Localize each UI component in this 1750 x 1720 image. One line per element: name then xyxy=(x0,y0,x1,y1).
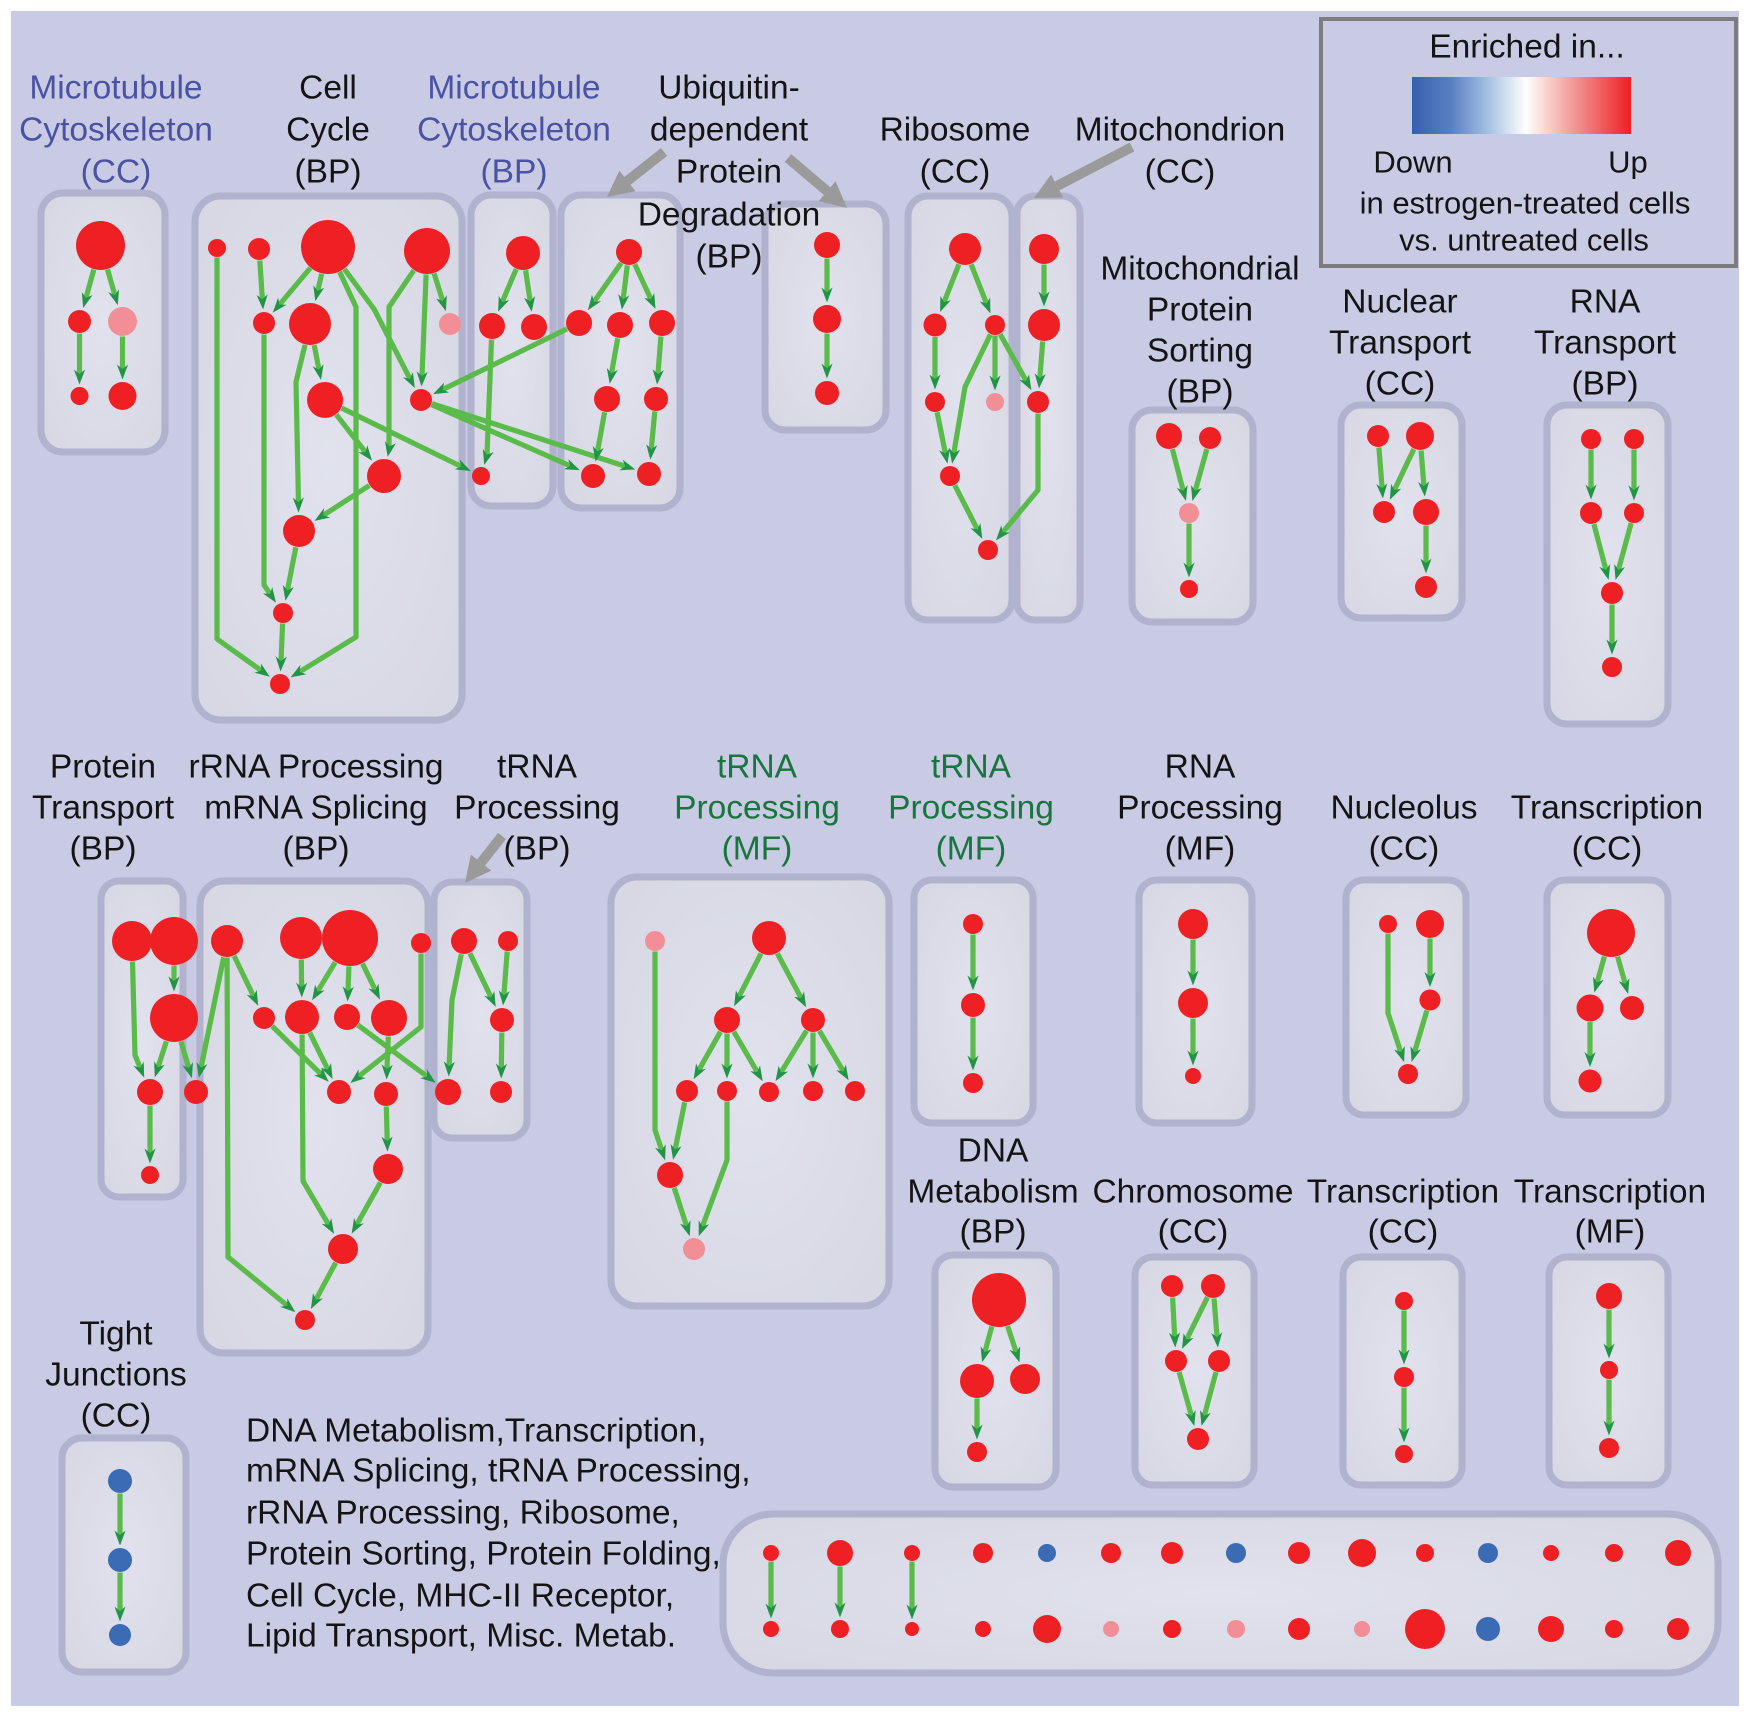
svg-text:Microtubule: Microtubule xyxy=(29,70,202,107)
svg-text:(BP): (BP) xyxy=(960,1214,1027,1251)
svg-text:(BP): (BP) xyxy=(696,239,763,276)
svg-text:(MF): (MF) xyxy=(1575,1214,1646,1251)
svg-text:RNA: RNA xyxy=(1165,749,1236,786)
svg-text:Lipid Transport, Misc. Metab.: Lipid Transport, Misc. Metab. xyxy=(246,1618,676,1655)
svg-text:Transport: Transport xyxy=(1534,325,1677,362)
svg-text:dependent: dependent xyxy=(650,112,809,149)
svg-text:Degradation: Degradation xyxy=(638,197,821,234)
svg-text:Cell: Cell xyxy=(299,70,357,107)
svg-text:Tight: Tight xyxy=(79,1316,153,1353)
svg-text:Transport: Transport xyxy=(1329,325,1472,362)
svg-text:(CC): (CC) xyxy=(81,1398,152,1435)
svg-text:(BP): (BP) xyxy=(70,831,137,868)
svg-text:Protein Sorting, Protein Foldi: Protein Sorting, Protein Folding, xyxy=(246,1536,721,1573)
svg-text:(MF): (MF) xyxy=(1165,831,1236,868)
svg-text:Processing: Processing xyxy=(454,790,620,827)
svg-text:Enriched in...: Enriched in... xyxy=(1429,29,1625,66)
svg-text:Cytoskeleton: Cytoskeleton xyxy=(417,112,611,149)
svg-text:Processing: Processing xyxy=(1117,790,1283,827)
svg-text:(BP): (BP) xyxy=(1167,374,1234,411)
svg-text:DNA Metabolism,Transcription,: DNA Metabolism,Transcription, xyxy=(246,1413,706,1450)
svg-text:(CC): (CC) xyxy=(920,154,991,191)
svg-text:Transcription: Transcription xyxy=(1511,790,1703,827)
svg-text:Mitochondrion: Mitochondrion xyxy=(1075,112,1285,149)
svg-text:(MF): (MF) xyxy=(936,831,1007,868)
svg-text:RNA: RNA xyxy=(1570,284,1641,321)
svg-text:Metabolism: Metabolism xyxy=(907,1174,1078,1211)
svg-text:DNA: DNA xyxy=(958,1133,1029,1170)
svg-text:(MF): (MF) xyxy=(722,831,793,868)
svg-text:(BP): (BP) xyxy=(504,831,571,868)
svg-text:Protein: Protein xyxy=(1147,292,1253,329)
svg-text:(CC): (CC) xyxy=(1365,366,1436,403)
svg-text:Processing: Processing xyxy=(674,790,840,827)
svg-text:(BP): (BP) xyxy=(283,831,350,868)
svg-text:Protein: Protein xyxy=(50,749,156,786)
svg-text:Nucleolus: Nucleolus xyxy=(1330,790,1477,827)
svg-text:(CC): (CC) xyxy=(81,154,152,191)
svg-text:Nuclear: Nuclear xyxy=(1342,284,1457,321)
svg-text:(CC): (CC) xyxy=(1572,831,1643,868)
svg-text:Ubiquitin-: Ubiquitin- xyxy=(658,70,800,107)
svg-text:tRNA: tRNA xyxy=(497,749,578,786)
svg-text:rRNA Processing, Ribosome,: rRNA Processing, Ribosome, xyxy=(246,1495,680,1532)
svg-text:Mitochondrial: Mitochondrial xyxy=(1100,251,1299,288)
svg-text:Transcription: Transcription xyxy=(1307,1174,1499,1211)
svg-text:Down: Down xyxy=(1373,145,1452,180)
svg-text:(BP): (BP) xyxy=(1572,366,1639,403)
svg-text:(BP): (BP) xyxy=(295,154,362,191)
svg-text:Protein: Protein xyxy=(676,154,782,191)
svg-text:Transport: Transport xyxy=(32,790,175,827)
svg-text:(CC): (CC) xyxy=(1369,831,1440,868)
svg-text:Microtubule: Microtubule xyxy=(427,70,600,107)
svg-text:Processing: Processing xyxy=(888,790,1054,827)
svg-text:mRNA Splicing, tRNA Processing: mRNA Splicing, tRNA Processing, xyxy=(246,1453,751,1490)
svg-text:Cytoskeleton: Cytoskeleton xyxy=(19,112,213,149)
svg-text:Sorting: Sorting xyxy=(1147,333,1253,370)
svg-text:in estrogen-treated cells: in estrogen-treated cells xyxy=(1360,186,1691,221)
svg-text:Junctions: Junctions xyxy=(45,1357,187,1394)
svg-text:vs. untreated cells: vs. untreated cells xyxy=(1399,223,1649,258)
svg-text:Transcription: Transcription xyxy=(1514,1174,1706,1211)
svg-text:tRNA: tRNA xyxy=(931,749,1012,786)
svg-text:(CC): (CC) xyxy=(1158,1214,1229,1251)
svg-text:Cycle: Cycle xyxy=(286,112,370,149)
svg-text:Up: Up xyxy=(1608,145,1648,180)
svg-text:Chromosome: Chromosome xyxy=(1092,1174,1293,1211)
svg-text:Ribosome: Ribosome xyxy=(880,112,1031,149)
svg-text:(CC): (CC) xyxy=(1368,1214,1439,1251)
svg-text:tRNA: tRNA xyxy=(717,749,798,786)
svg-text:(CC): (CC) xyxy=(1145,154,1216,191)
svg-text:Cell Cycle, MHC-II Receptor,: Cell Cycle, MHC-II Receptor, xyxy=(246,1578,674,1615)
svg-text:mRNA Splicing: mRNA Splicing xyxy=(204,790,427,827)
svg-text:rRNA Processing: rRNA Processing xyxy=(188,749,443,786)
svg-text:(BP): (BP) xyxy=(481,154,548,191)
